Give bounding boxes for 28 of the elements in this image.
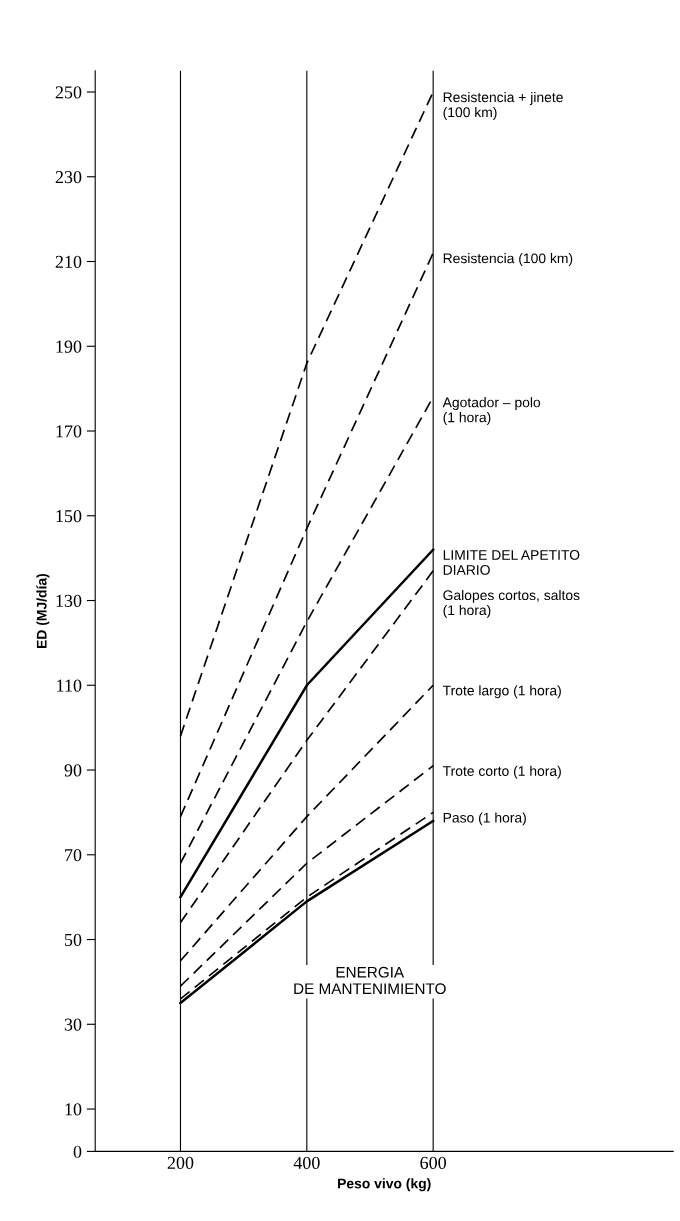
x-tick-label: 200: [167, 1156, 194, 1169]
y-tick-label: 210: [55, 255, 82, 268]
y-tick-label: 30: [64, 1018, 82, 1031]
series-label: Resistencia + jinete (100 km): [443, 92, 563, 120]
y-tick-label: 150: [56, 510, 82, 523]
y-tick-label: 0: [73, 1145, 82, 1158]
series-label: LIMITE DEL APETITO DIARIO: [443, 550, 580, 575]
y-tick-label: 170: [56, 425, 82, 438]
y-tick-label: 230: [55, 171, 82, 184]
y-tick-label: 110: [57, 679, 82, 692]
y-axis-title: ED (MJ/día): [36, 573, 50, 648]
y-tick-label: 90: [64, 764, 82, 777]
y-tick-label: 250: [55, 86, 82, 99]
series-label: Galopes cortos, saltos (1 hora): [443, 589, 580, 618]
y-tick-label: 10: [65, 1103, 82, 1116]
annotation: ENERGIA DE MANTENIMIENTO: [294, 966, 446, 995]
y-tick-label: 70: [65, 849, 82, 862]
series-label: Trote corto (1 hora): [442, 765, 561, 779]
x-tick-label: 400: [293, 1156, 320, 1169]
y-tick-label: 130: [56, 594, 82, 607]
y-tick-label: 50: [65, 933, 82, 946]
series-label: Trote largo (1 hora): [442, 685, 561, 699]
y-tick-label: 190: [56, 340, 82, 353]
series-label: Paso (1 hora): [443, 812, 526, 826]
series-label: Resistencia (100 km): [443, 253, 573, 266]
x-tick-label: 600: [420, 1156, 447, 1169]
x-axis-title: Peso vivo (kg): [338, 1178, 431, 1192]
series-label: Agotador – polo (1 hora): [442, 397, 541, 426]
